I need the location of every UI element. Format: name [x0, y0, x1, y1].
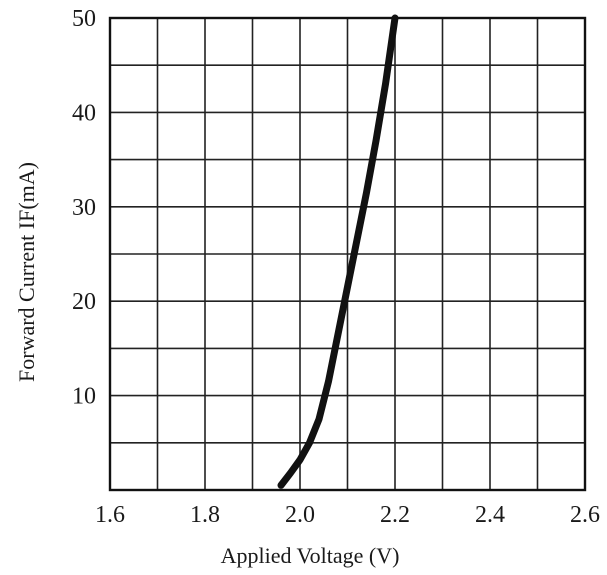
forward-current-curve [277, 14, 399, 489]
x-tick-label: 1.8 [190, 502, 220, 528]
series-layer [277, 14, 399, 489]
x-tick-labels: 1.6 1.8 2.0 2.2 2.4 2.6 [95, 502, 600, 528]
x-tick-label: 2.2 [380, 502, 410, 528]
y-tick-label: 50 [72, 6, 96, 32]
y-tick-label: 40 [72, 100, 96, 126]
x-tick-label: 2.6 [570, 502, 600, 528]
y-tick-label: 30 [72, 195, 96, 221]
grid [108, 16, 587, 492]
x-tick-label: 1.6 [95, 502, 125, 528]
x-tick-label: 2.4 [475, 502, 505, 528]
y-tick-label: 10 [72, 384, 96, 410]
plot-frame [108, 16, 587, 492]
y-tick-label: 20 [72, 289, 96, 315]
x-tick-label: 2.0 [285, 502, 315, 528]
x-axis-label: Applied Voltage (V) [221, 543, 400, 568]
y-tick-labels: 10 20 30 40 50 [72, 6, 96, 410]
y-axis-label: Forward Current IF(mA) [14, 162, 39, 382]
